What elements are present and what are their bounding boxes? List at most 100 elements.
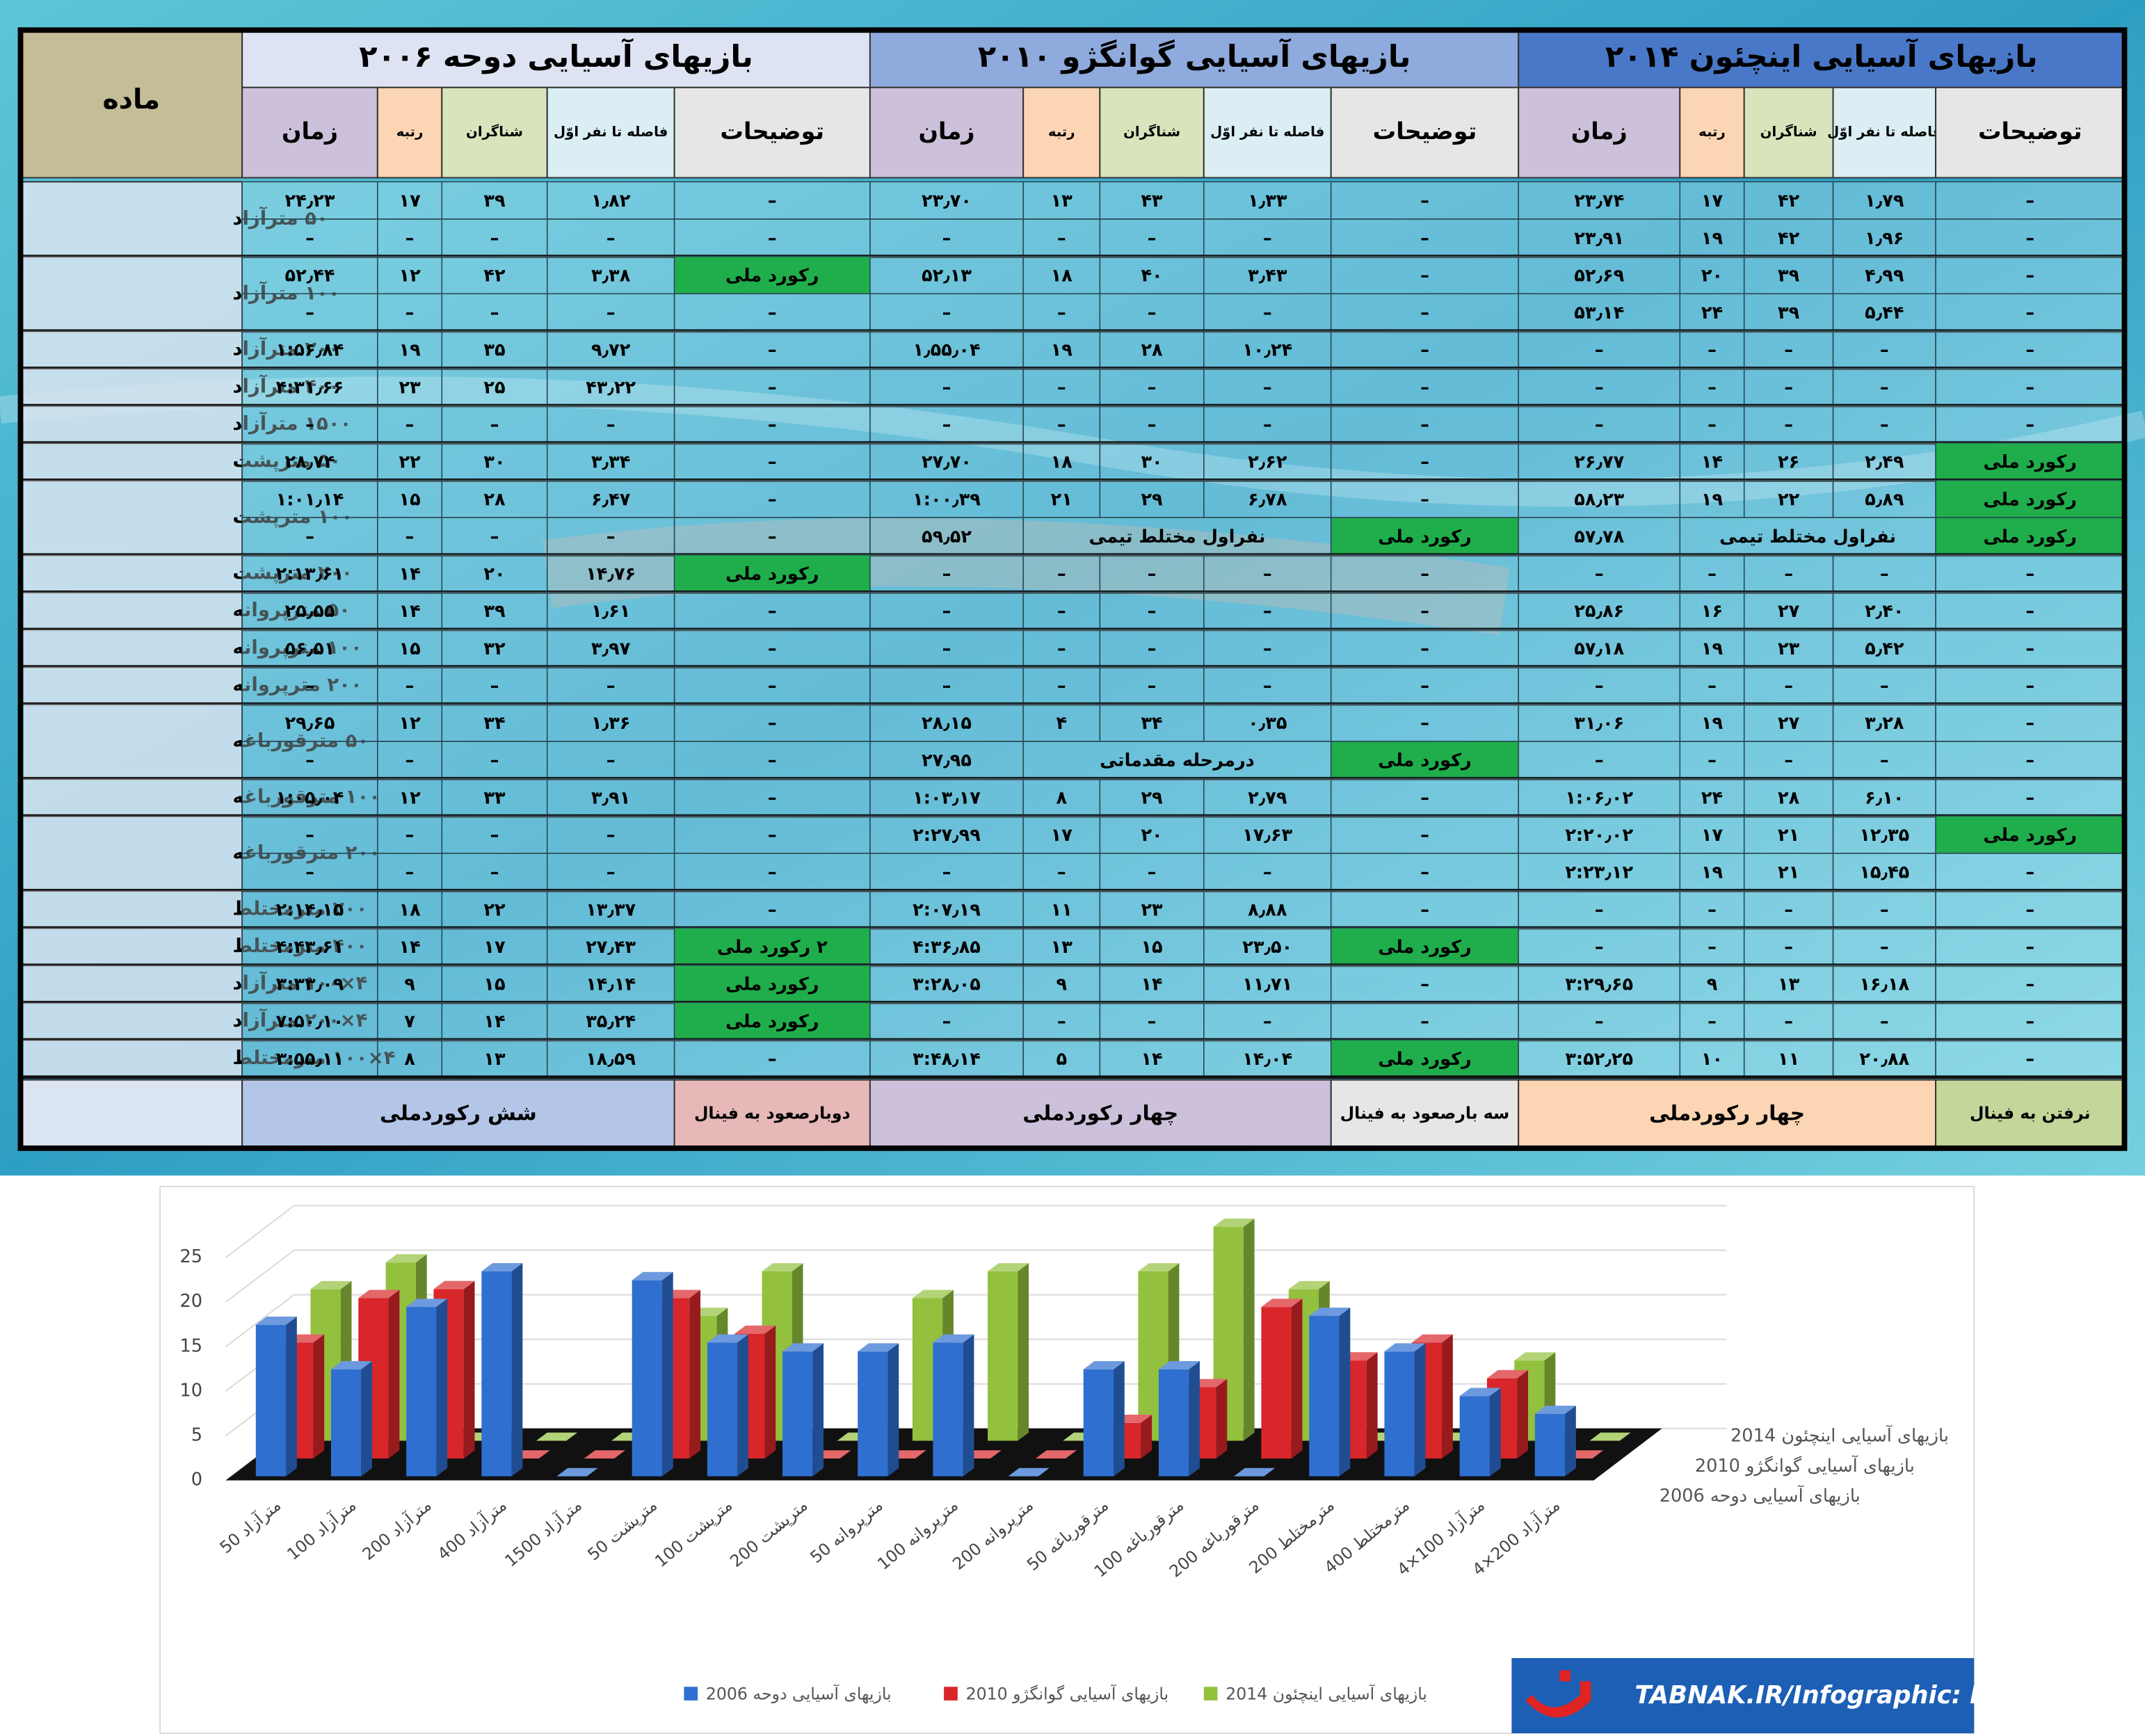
cell-text: – bbox=[1595, 415, 1604, 435]
table-cell bbox=[546, 367, 675, 407]
cell-text: ۰٫۳۵ bbox=[1248, 713, 1287, 734]
table-cell bbox=[1518, 815, 1681, 854]
cell-text: – bbox=[1420, 899, 1429, 920]
cell-text: – bbox=[1420, 303, 1429, 323]
table-cell bbox=[1832, 255, 1936, 295]
table-cell bbox=[1099, 591, 1205, 630]
table-cell bbox=[1203, 666, 1332, 705]
event-name: ۴۰۰ مترمختلط bbox=[232, 935, 367, 957]
cell-text: – bbox=[606, 862, 616, 883]
cell-text: ۳۹ bbox=[483, 191, 506, 211]
cell-text: ۲۵٫۵۵ bbox=[285, 601, 335, 622]
cell-text: – bbox=[606, 825, 616, 846]
bar-side bbox=[812, 1343, 824, 1477]
event-name: ۱۰۰ مترقورباغه bbox=[232, 785, 380, 807]
cell-text: ۳۴ bbox=[1141, 713, 1162, 734]
y-tick-label: 25 bbox=[180, 1246, 203, 1267]
bar-side bbox=[388, 1289, 400, 1459]
cell-text: – bbox=[768, 452, 777, 473]
cell-text: – bbox=[1263, 1011, 1272, 1032]
cell-text: – bbox=[490, 228, 499, 249]
cell-text: ۵۹٫۵۲ bbox=[922, 527, 972, 547]
table-cell bbox=[377, 629, 443, 668]
table-cell bbox=[546, 442, 675, 481]
table-cell bbox=[377, 255, 443, 295]
table-cell bbox=[1679, 629, 1745, 668]
cell-text: – bbox=[1148, 1011, 1157, 1032]
cell-text: – bbox=[768, 862, 777, 883]
cell-text: – bbox=[305, 675, 314, 696]
bar-top-shade bbox=[858, 1343, 899, 1352]
cell-text: ۱۷ bbox=[1701, 191, 1724, 211]
cell-text: ۲:۲۷٫۹۹ bbox=[913, 825, 981, 846]
cell-text: – bbox=[942, 377, 951, 398]
cell-text: ۱۴ bbox=[483, 1011, 505, 1032]
bar-top-shade bbox=[1138, 1263, 1180, 1272]
table-cell bbox=[1022, 181, 1101, 220]
bar-top-shade bbox=[1514, 1352, 1556, 1361]
bar-side bbox=[1018, 1263, 1029, 1441]
cell-text: ۲۱ bbox=[1778, 825, 1799, 846]
bar-side-shade bbox=[1216, 1379, 1228, 1459]
bar-top-shade bbox=[762, 1263, 803, 1272]
group-header bbox=[1518, 29, 2126, 88]
cell-text: – bbox=[768, 415, 777, 435]
cell-text: ۴٫۹۹ bbox=[1865, 265, 1904, 286]
cell-text: – bbox=[490, 675, 499, 696]
depth-label: بازیهای آسیایی اینچئون 2014 bbox=[1730, 1425, 1949, 1447]
cell-text: – bbox=[1784, 675, 1793, 696]
cell-text: رکورد ملی bbox=[725, 265, 819, 286]
table-cell bbox=[241, 293, 378, 332]
bar-side bbox=[764, 1325, 776, 1459]
bar-front bbox=[1083, 1369, 1114, 1477]
table-cell bbox=[377, 330, 443, 369]
cell-text: – bbox=[1148, 415, 1157, 435]
bar-top bbox=[1008, 1468, 1050, 1477]
cell-text: – bbox=[768, 899, 777, 920]
table-cell bbox=[1022, 741, 1332, 780]
table-cell bbox=[1518, 330, 1681, 369]
table-cell bbox=[1099, 405, 1205, 444]
event-name: ۱۰۰ مترپشت bbox=[232, 506, 353, 528]
table-cell bbox=[1203, 181, 1332, 220]
cell-text: ۹ bbox=[404, 974, 415, 995]
table-cell bbox=[673, 591, 871, 630]
cell-text: – bbox=[2025, 899, 2034, 920]
event-cell bbox=[19, 927, 243, 966]
cell-text: – bbox=[768, 228, 777, 249]
cell-text: – bbox=[2025, 228, 2034, 249]
cell-text: – bbox=[1420, 564, 1429, 585]
table-cell bbox=[377, 1039, 443, 1078]
cell-text: ۵۲٫۱۳ bbox=[922, 265, 972, 286]
cell-text: ۱۹ bbox=[1701, 862, 1724, 883]
legend-label: بازیهای آسیایی دوحه 2006 bbox=[706, 1684, 892, 1704]
bar-front bbox=[1309, 1315, 1340, 1477]
bar-top-shade bbox=[406, 1299, 448, 1308]
table-cell bbox=[1935, 330, 2126, 369]
cell-text: ۱۴ bbox=[1141, 974, 1162, 995]
table-cell bbox=[546, 853, 675, 892]
cell-text: ۲۵ bbox=[483, 377, 505, 398]
cell-text: – bbox=[1595, 564, 1604, 585]
table-cell bbox=[1203, 703, 1332, 742]
cell-text: – bbox=[305, 750, 314, 771]
event-cell bbox=[19, 890, 243, 929]
bar-side-shade bbox=[286, 1316, 297, 1477]
table-cell bbox=[1099, 853, 1205, 892]
cell-text: ۲۱ bbox=[1051, 489, 1072, 510]
cell-text: – bbox=[1595, 340, 1604, 361]
cell-text: ۱۳ bbox=[1051, 937, 1073, 958]
cell-text: ۲:۰۷٫۱۹ bbox=[913, 899, 981, 920]
table-cell bbox=[1832, 964, 1936, 1004]
cell-text: ۲۵٫۸۶ bbox=[1574, 601, 1624, 622]
cell-text: – bbox=[490, 303, 499, 323]
table-cell bbox=[441, 927, 548, 966]
cell-text: – bbox=[1708, 1011, 1717, 1032]
cell-text: ۵٫۸۹ bbox=[1865, 489, 1904, 510]
cell-text: ۲۱ bbox=[1778, 862, 1799, 883]
cell-text: ۱۷ bbox=[483, 937, 506, 958]
cell-text: ۱:۰۶٫۰۲ bbox=[1565, 787, 1633, 808]
cell-text: ۱۵٫۴۵ bbox=[1859, 862, 1909, 883]
cell-text: ۴:۴۳٫۶۱ bbox=[276, 937, 344, 958]
table-cell bbox=[673, 815, 871, 854]
